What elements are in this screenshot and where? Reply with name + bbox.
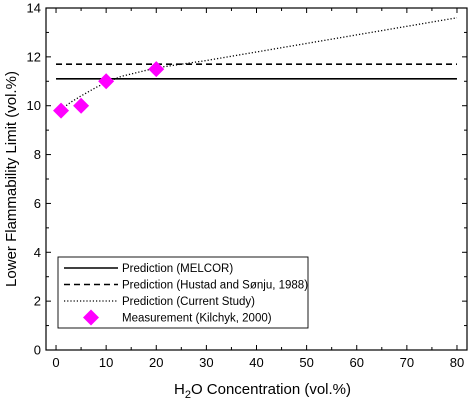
- legend-label-1: Prediction (Hustad and Sønju, 1988): [122, 280, 308, 292]
- y-tick-label: 2: [34, 294, 41, 309]
- data-point-0: [53, 102, 70, 119]
- y-tick-label: 8: [34, 147, 41, 162]
- x-axis-title-post: O Concentration (vol.%): [191, 381, 351, 398]
- y-tick-label: 0: [34, 343, 41, 358]
- x-tick-label: 10: [99, 355, 113, 370]
- legend-box: [57, 256, 309, 329]
- legend-label-3: Measurement (Kilchyk, 2000): [122, 313, 272, 325]
- data-point-3: [148, 61, 165, 78]
- data-point-1: [73, 97, 90, 114]
- y-tick-label: 6: [34, 196, 41, 211]
- y-tick-label: 4: [34, 245, 41, 260]
- legend-label-0: Prediction (MELCOR): [122, 263, 233, 275]
- series-line-2: [60, 17, 458, 110]
- x-tick-label: 70: [400, 355, 414, 370]
- legend-swatch-3: [83, 309, 99, 326]
- x-tick-label: 0: [52, 355, 59, 370]
- plot-area: [53, 17, 458, 119]
- x-axis-title-pre: H: [174, 381, 185, 398]
- x-tick-label: 30: [199, 355, 213, 370]
- x-tick-label: 50: [299, 355, 313, 370]
- x-tick-label: 60: [350, 355, 364, 370]
- x-tick-label: 40: [249, 355, 263, 370]
- legend-label-2: Prediction (Current Study): [122, 296, 255, 308]
- y-tick-label: 12: [27, 49, 41, 64]
- x-tick-label: 80: [450, 355, 464, 370]
- y-axis-title: Lower Flammability Limit (vol.%): [3, 71, 20, 287]
- y-tick-label: 10: [27, 98, 41, 113]
- y-tick-label: 14: [27, 1, 41, 16]
- x-axis-title: H2O Concentration (vol.%): [174, 381, 351, 401]
- x-axis-title-sub: 2: [185, 389, 191, 401]
- x-tick-label: 20: [149, 355, 163, 370]
- legend: Prediction (MELCOR) Prediction (Hustad an…: [57, 256, 309, 329]
- data-point-2: [98, 73, 115, 90]
